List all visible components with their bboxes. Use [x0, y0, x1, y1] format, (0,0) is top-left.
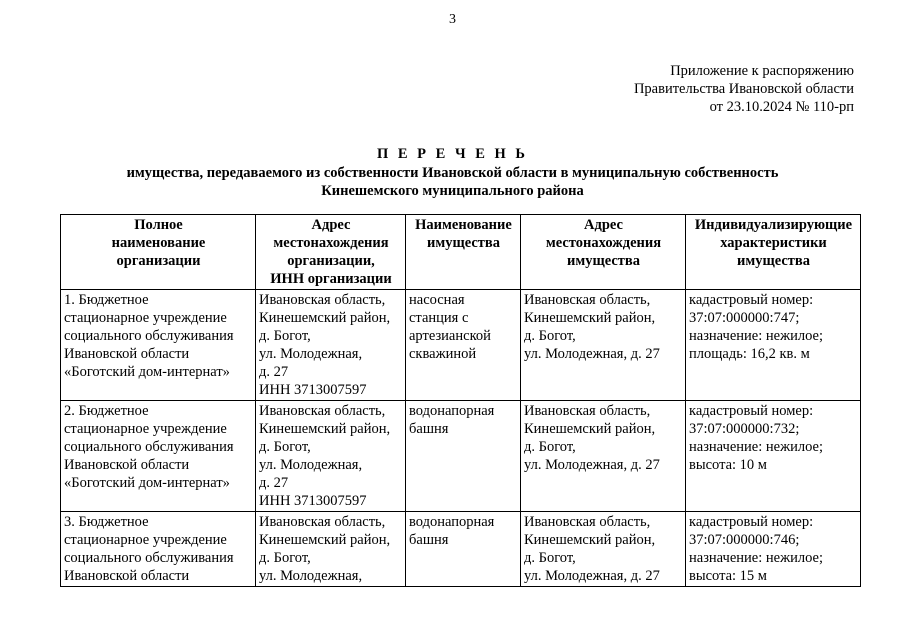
cell-characteristics: кадастровый номер: 37:07:000000:746; наз…	[685, 511, 861, 587]
document-title: П Е Р Е Ч Е Н Ь	[376, 146, 529, 162]
cell-org-address: Ивановская область, Кинешемский район, д…	[255, 511, 406, 587]
header-org-address: Адрес местонахождения организации, ИНН о…	[255, 214, 406, 290]
cell-characteristics: кадастровый номер: 37:07:000000:732; наз…	[685, 400, 861, 512]
cell-org-name: 1. Бюджетное стационарное учреждение соц…	[60, 289, 256, 401]
cell-property-name: водонапорная башня	[405, 511, 521, 587]
cell-property-address: Ивановская область, Кинешемский район, д…	[520, 400, 686, 512]
appendix-note: Приложение к распоряжению Правительства …	[634, 62, 854, 116]
subtitle-line: Кинешемского муниципального района	[321, 183, 584, 199]
cell-property-name: насосная станция с артезианской скважино…	[405, 289, 521, 401]
cell-characteristics: кадастровый номер: 37:07:000000:747; наз…	[685, 289, 861, 401]
header-org-name: Полное наименование организации	[60, 214, 256, 290]
cell-org-name: 3. Бюджетное стационарное учреждение соц…	[60, 511, 256, 587]
appendix-line: от 23.10.2024 № 110-рп	[709, 99, 854, 115]
subtitle-line: имущества, передаваемого из собственност…	[126, 165, 779, 181]
table-row: 3. Бюджетное стационарное учреждение соц…	[60, 511, 861, 587]
header-property-address: Адрес местонахождения имущества	[520, 214, 686, 290]
table-row: 2. Бюджетное стационарное учреждение соц…	[60, 400, 861, 512]
appendix-line: Правительства Ивановской области	[633, 81, 854, 97]
document-subtitle: имущества, передаваемого из собственност…	[0, 164, 905, 200]
cell-property-address: Ивановская область, Кинешемский район, д…	[520, 289, 686, 401]
table-header-row: Полное наименование организации Адрес ме…	[60, 214, 861, 290]
page-number: 3	[449, 12, 456, 27]
cell-org-address: Ивановская область, Кинешемский район, д…	[255, 289, 406, 401]
cell-property-address: Ивановская область, Кинешемский район, д…	[520, 511, 686, 587]
table-row: 1. Бюджетное стационарное учреждение соц…	[60, 289, 861, 401]
header-characteristics: Индивидуализирующие характеристики имуще…	[685, 214, 861, 290]
header-property-name: Наименование имущества	[405, 214, 521, 290]
property-table: Полное наименование организации Адрес ме…	[60, 214, 861, 587]
appendix-line: Приложение к распоряжению	[670, 63, 854, 79]
cell-org-name: 2. Бюджетное стационарное учреждение соц…	[60, 400, 256, 512]
cell-org-address: Ивановская область, Кинешемский район, д…	[255, 400, 406, 512]
cell-property-name: водонапорная башня	[405, 400, 521, 512]
